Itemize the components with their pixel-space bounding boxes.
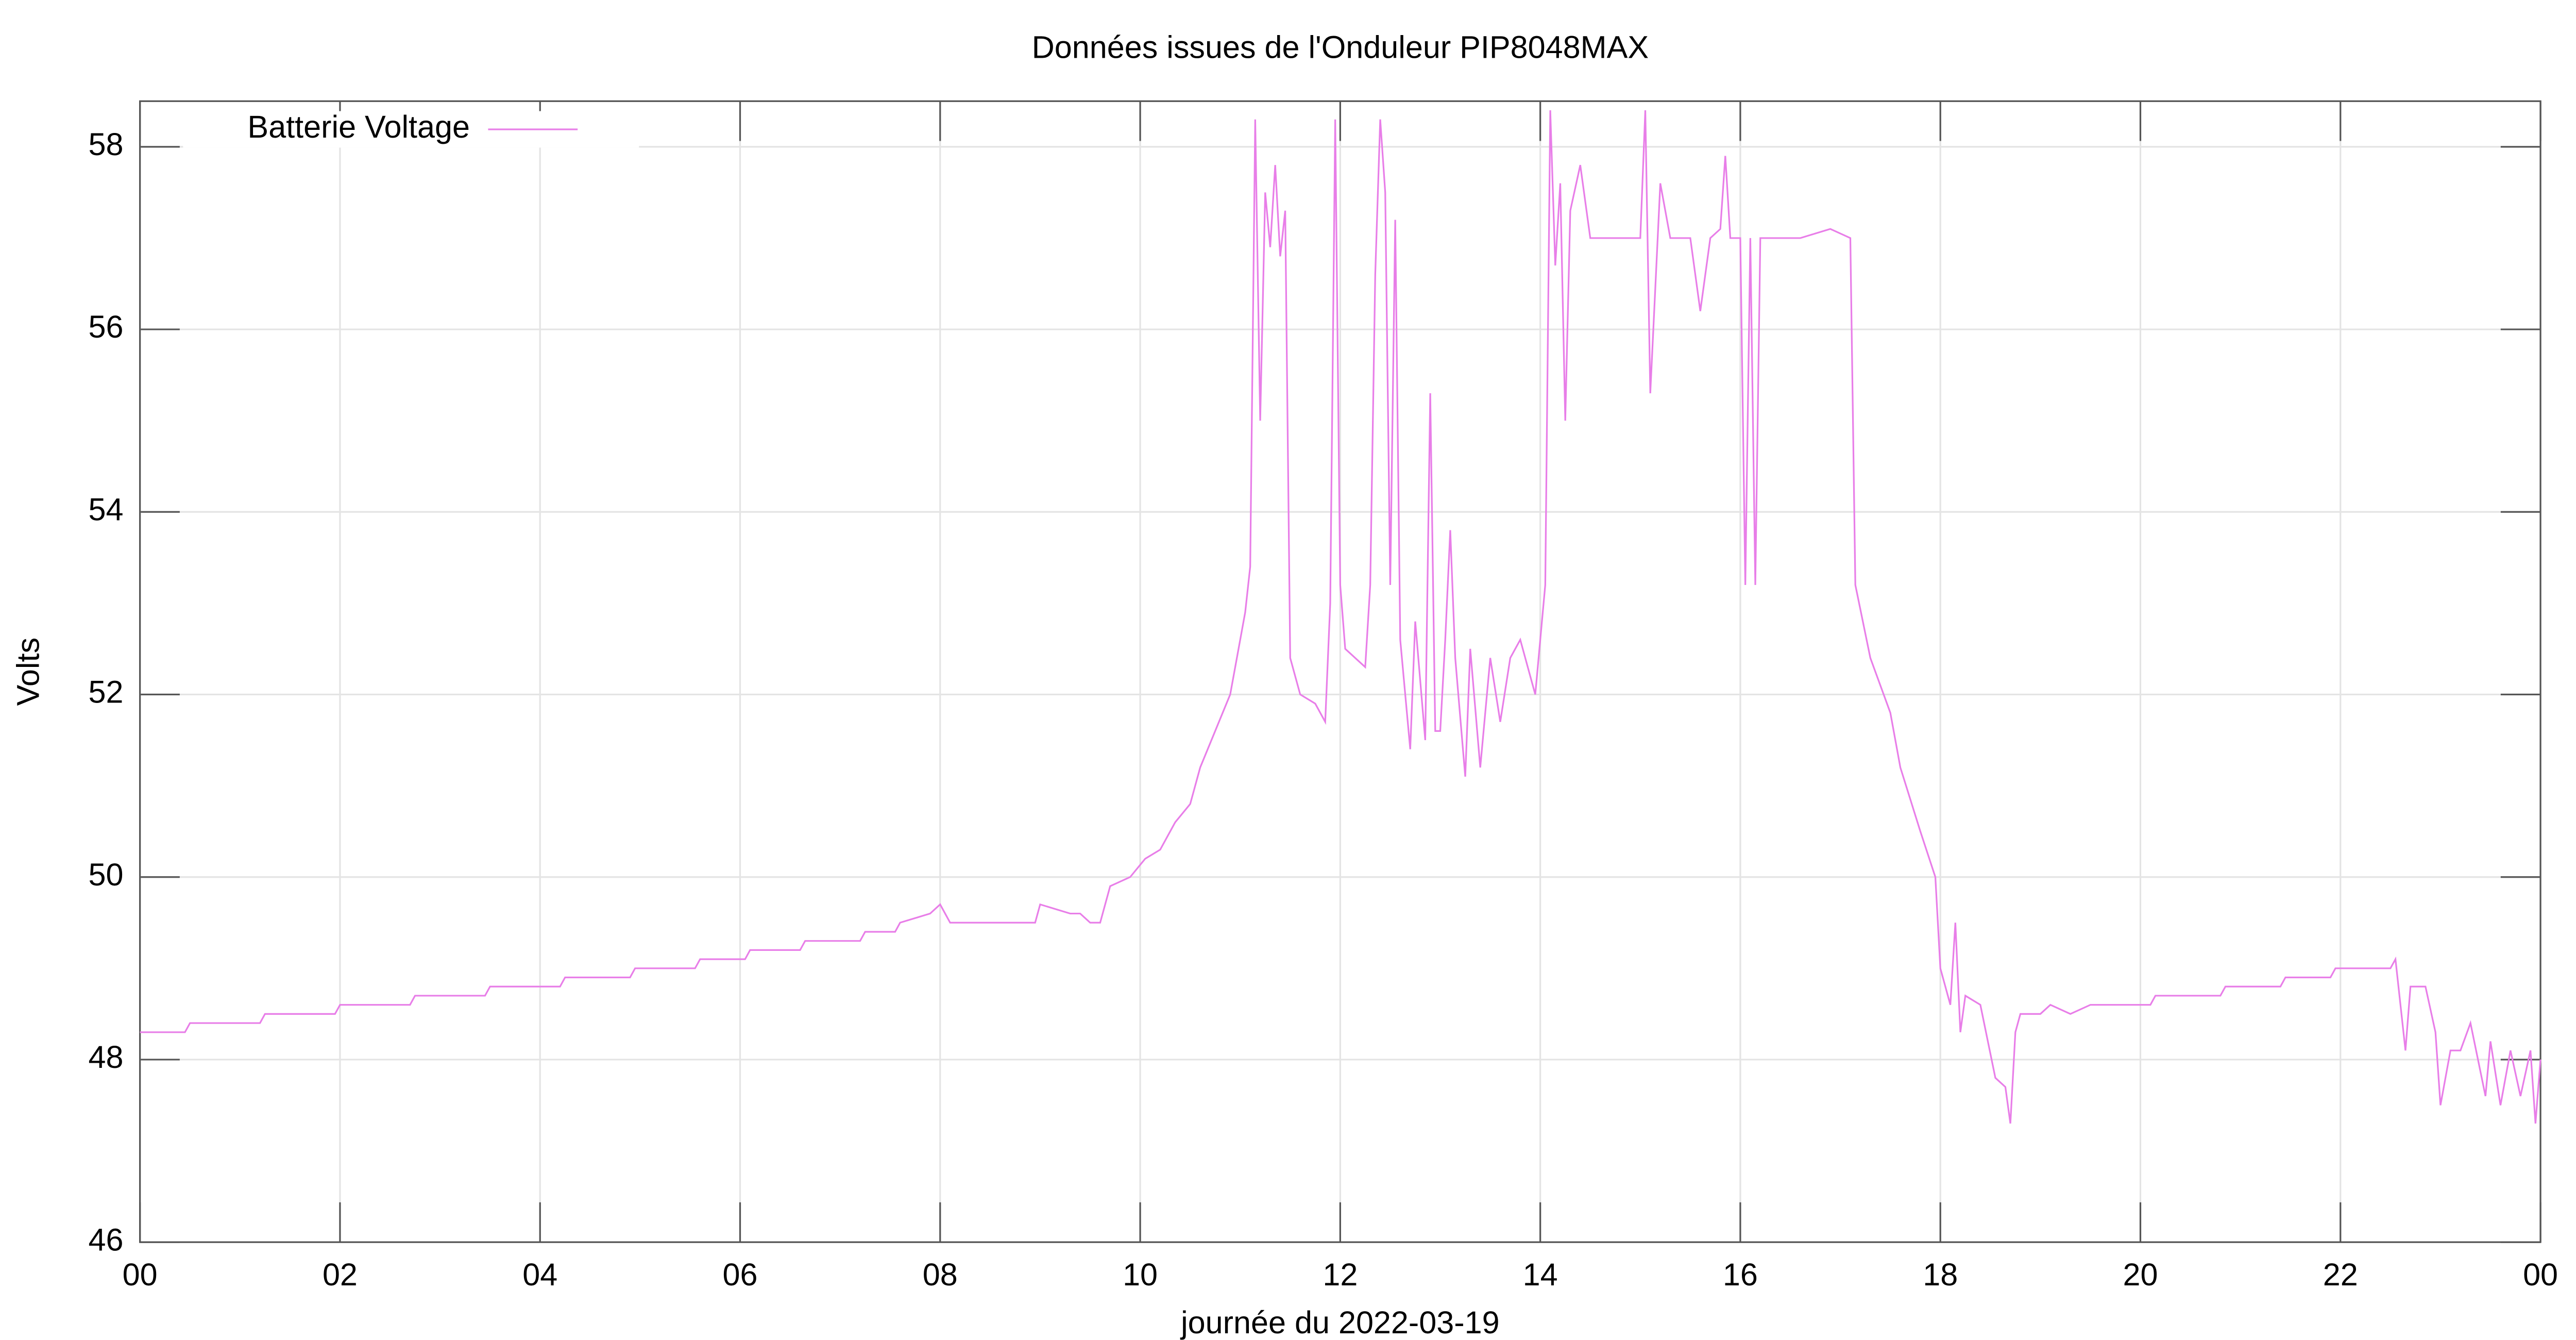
y-tick-label: 52 [88,675,123,710]
x-tick-label: 02 [323,1257,358,1292]
x-tick-label: 22 [2323,1257,2358,1292]
x-axis-label: journée du 2022-03-19 [1180,1305,1500,1340]
y-tick-label: 56 [88,309,123,344]
chart-title: Données issues de l'Onduleur PIP8048MAX [1032,30,1649,65]
x-tick-label: 08 [923,1257,958,1292]
y-tick-label: 54 [88,492,123,527]
x-tick-label: 12 [1323,1257,1358,1292]
x-tick-label: 16 [1723,1257,1758,1292]
y-tick-label: 58 [88,127,123,162]
x-tick-label: 00 [2523,1257,2558,1292]
y-axis-label: Volts [10,638,45,706]
y-tick-label: 50 [88,857,123,892]
y-tick-label: 46 [88,1222,123,1257]
x-tick-label: 04 [522,1257,557,1292]
x-tick-label: 06 [723,1257,758,1292]
x-tick-label: 18 [1923,1257,1958,1292]
legend-label: Batterie Voltage [247,109,470,144]
x-tick-label: 00 [123,1257,158,1292]
y-tick-label: 48 [88,1040,123,1075]
data-line [140,110,2541,1124]
plot-frame [139,100,2541,1243]
x-tick-label: 14 [1523,1257,1558,1292]
x-tick-label: 10 [1123,1257,1158,1292]
x-tick-label: 20 [2123,1257,2158,1292]
